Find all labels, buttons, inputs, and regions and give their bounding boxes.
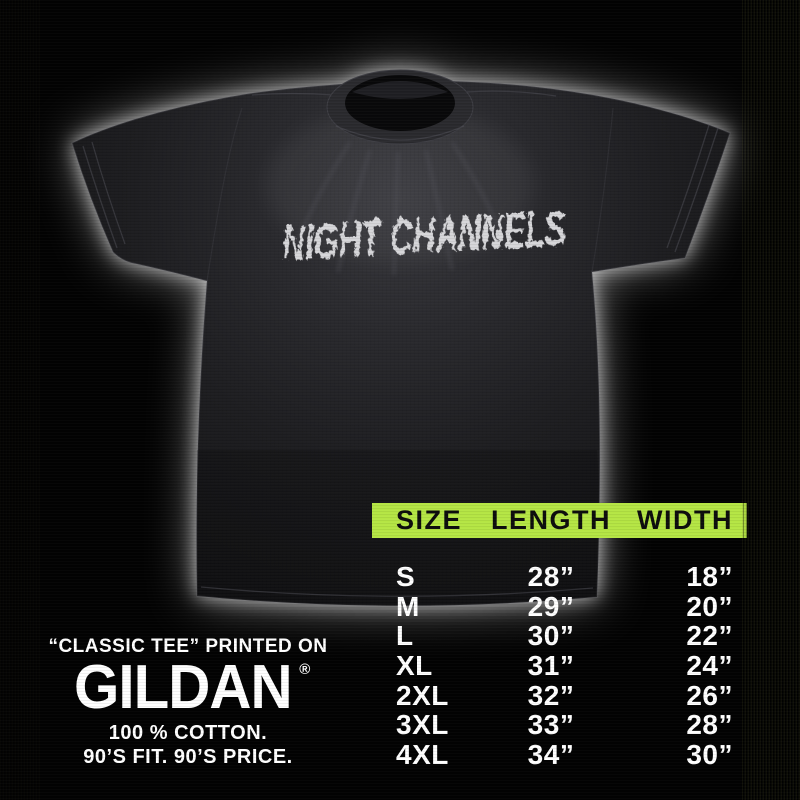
width-cell: 24” bbox=[686, 650, 733, 682]
length-cell: 28” bbox=[527, 561, 575, 592]
width-cell: 18” bbox=[686, 561, 733, 592]
printed-on-label: “CLASSIC TEE” PRINTED ON bbox=[48, 636, 328, 657]
registered-trademark-symbol: ® bbox=[299, 661, 311, 678]
col-header-size: SIZE bbox=[396, 505, 463, 535]
length-cell: 30” bbox=[527, 620, 575, 652]
brand-logo: GILDAN ® bbox=[33, 653, 343, 722]
width-cell: 26” bbox=[686, 679, 733, 711]
col-header-width: WIDTH bbox=[637, 505, 733, 535]
size-chart: SIZE LENGTH WIDTH S 28” 18” M 29” 20” bbox=[372, 503, 747, 770]
width-cell: 28” bbox=[686, 709, 733, 741]
size-chart-rows: S 28” 18” M 29” 20” L 30” 22” XL bbox=[372, 562, 747, 770]
size-cell: L bbox=[396, 620, 414, 652]
length-cell: 29” bbox=[527, 590, 575, 622]
table-row: 2XL 32” 26” bbox=[372, 681, 747, 711]
size-cell: XL bbox=[396, 650, 433, 682]
width-cell: 22” bbox=[686, 620, 733, 652]
table-row: M 29” 20” bbox=[372, 590, 747, 622]
size-chart-header: SIZE LENGTH WIDTH bbox=[372, 503, 747, 538]
table-row: L 30” 22” bbox=[372, 621, 747, 651]
size-cell: 3XL bbox=[396, 709, 449, 741]
length-cell: 33” bbox=[527, 709, 575, 741]
collar bbox=[326, 69, 474, 145]
shirt-body bbox=[71, 79, 731, 607]
brand-logo-text: GILDAN bbox=[73, 653, 293, 722]
fit-price-label: 90’S FIT. 90’S PRICE. bbox=[83, 746, 293, 768]
col-header-length: LENGTH bbox=[491, 505, 611, 535]
table-row: 3XL 33” 28” bbox=[372, 710, 747, 740]
length-cell: 32” bbox=[527, 679, 575, 711]
width-cell: 30” bbox=[686, 739, 733, 771]
cotton-label: 100 % COTTON. bbox=[108, 722, 268, 744]
size-cell: 2XL bbox=[396, 679, 449, 711]
table-row: XL 31” 24” bbox=[372, 651, 747, 681]
table-row: S 28” 18” bbox=[372, 562, 747, 592]
length-cell: 34” bbox=[527, 739, 575, 771]
size-cell: M bbox=[396, 590, 420, 622]
size-cell: S bbox=[396, 561, 416, 592]
length-cell: 31” bbox=[527, 650, 575, 682]
branding-block: “CLASSIC TEE” PRINTED ON GILDAN ® 100 % C… bbox=[33, 636, 343, 769]
width-cell: 20” bbox=[686, 590, 733, 622]
size-cell: 4XL bbox=[396, 739, 449, 771]
table-row: 4XL 34” 30” bbox=[372, 740, 747, 770]
